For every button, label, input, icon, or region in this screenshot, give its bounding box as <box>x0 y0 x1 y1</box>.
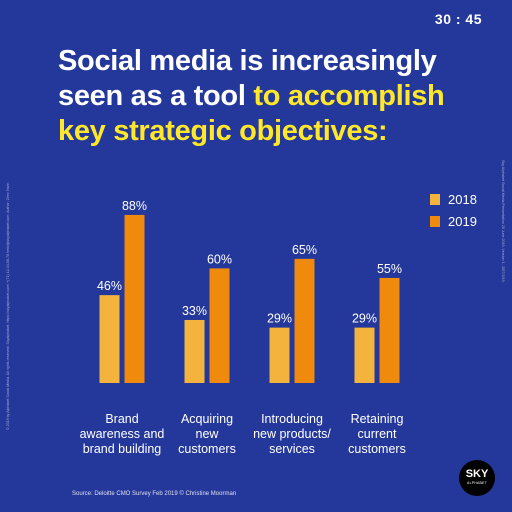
data-label-2018-1: 33% <box>182 304 207 318</box>
data-label-2019-3: 55% <box>377 262 402 276</box>
source-note: Source: Deloitte CMO Survey Feb 2019 © C… <box>72 491 237 497</box>
category-label-1-line-2: customers <box>178 442 236 456</box>
headline-line-3: key strategic objectives: <box>58 115 388 147</box>
category-label-2-line-1: new products/ <box>253 427 331 441</box>
category-label-2-line-0: Introducing <box>261 412 323 426</box>
timer: 30 : 45 <box>434 11 482 27</box>
category-label-0-line-0: Brand <box>105 412 139 426</box>
category-label-1-line-0: Acquiring <box>180 412 234 426</box>
data-label-2019-0: 88% <box>122 199 147 213</box>
side-copyright-text: © 2019 by Alphabet Social Media. All rig… <box>6 182 10 430</box>
side-version-text: Sky Alphabet Social Media Presentation 2… <box>501 160 505 282</box>
headline-line-2-plain: seen as a tool <box>58 80 254 112</box>
headline-line-2: seen as a tool to accomplish <box>58 79 478 114</box>
bar-2018-3 <box>354 327 375 383</box>
category-label-1-line-1: new <box>195 427 219 441</box>
headline-line-1: Social media is increasingly <box>58 45 437 77</box>
data-label-2018-3: 29% <box>352 312 377 326</box>
category-label-3: Retaining current customers <box>322 412 432 457</box>
category-label-2-line-2: services <box>269 442 315 456</box>
legend-item-2018: 2018 <box>430 188 477 210</box>
legend-label-2019: 2019 <box>448 213 477 229</box>
sky-alphabet-logo: SKY ALPHABET <box>459 460 495 496</box>
bar-2018-0 <box>99 295 120 383</box>
bar-2019-3 <box>379 277 400 383</box>
category-label-2: Introducing new products/services <box>237 412 347 457</box>
bar-2018-2 <box>269 327 290 383</box>
category-label-0-line-1: awareness and <box>79 427 165 441</box>
category-label-3-line-0: Retaining <box>350 412 404 426</box>
legend-item-2019: 2019 <box>430 210 477 232</box>
bar-2019-0 <box>124 214 145 383</box>
legend-label-2018: 2018 <box>448 191 477 207</box>
chart-legend: 2018 2019 <box>430 188 477 232</box>
data-label-2018-2: 29% <box>267 312 292 326</box>
data-label-2018-0: 46% <box>97 279 122 293</box>
legend-swatch-2019 <box>430 215 440 227</box>
category-label-0-line-2: brand building <box>82 442 162 456</box>
data-label-2019-1: 60% <box>207 252 232 266</box>
logo-sub-text: ALPHABET <box>467 481 487 485</box>
category-label-3-line-1: current <box>357 427 397 441</box>
category-label-0: Brand awareness and brand building <box>67 412 177 457</box>
category-label-3-line-2: customers <box>348 442 406 456</box>
bar-2019-2 <box>294 258 315 383</box>
legend-swatch-2018 <box>430 193 440 205</box>
bar-2019-1 <box>209 268 230 383</box>
category-label-1: Acquiring new customers <box>152 412 262 457</box>
headline-line-2-highlight: to accomplish <box>253 80 445 112</box>
logo-main-text: SKY <box>465 468 489 480</box>
data-label-2019-2: 65% <box>292 243 317 257</box>
headline: Social media is increasingly seen as a t… <box>58 44 478 149</box>
bar-2018-1 <box>184 319 205 383</box>
